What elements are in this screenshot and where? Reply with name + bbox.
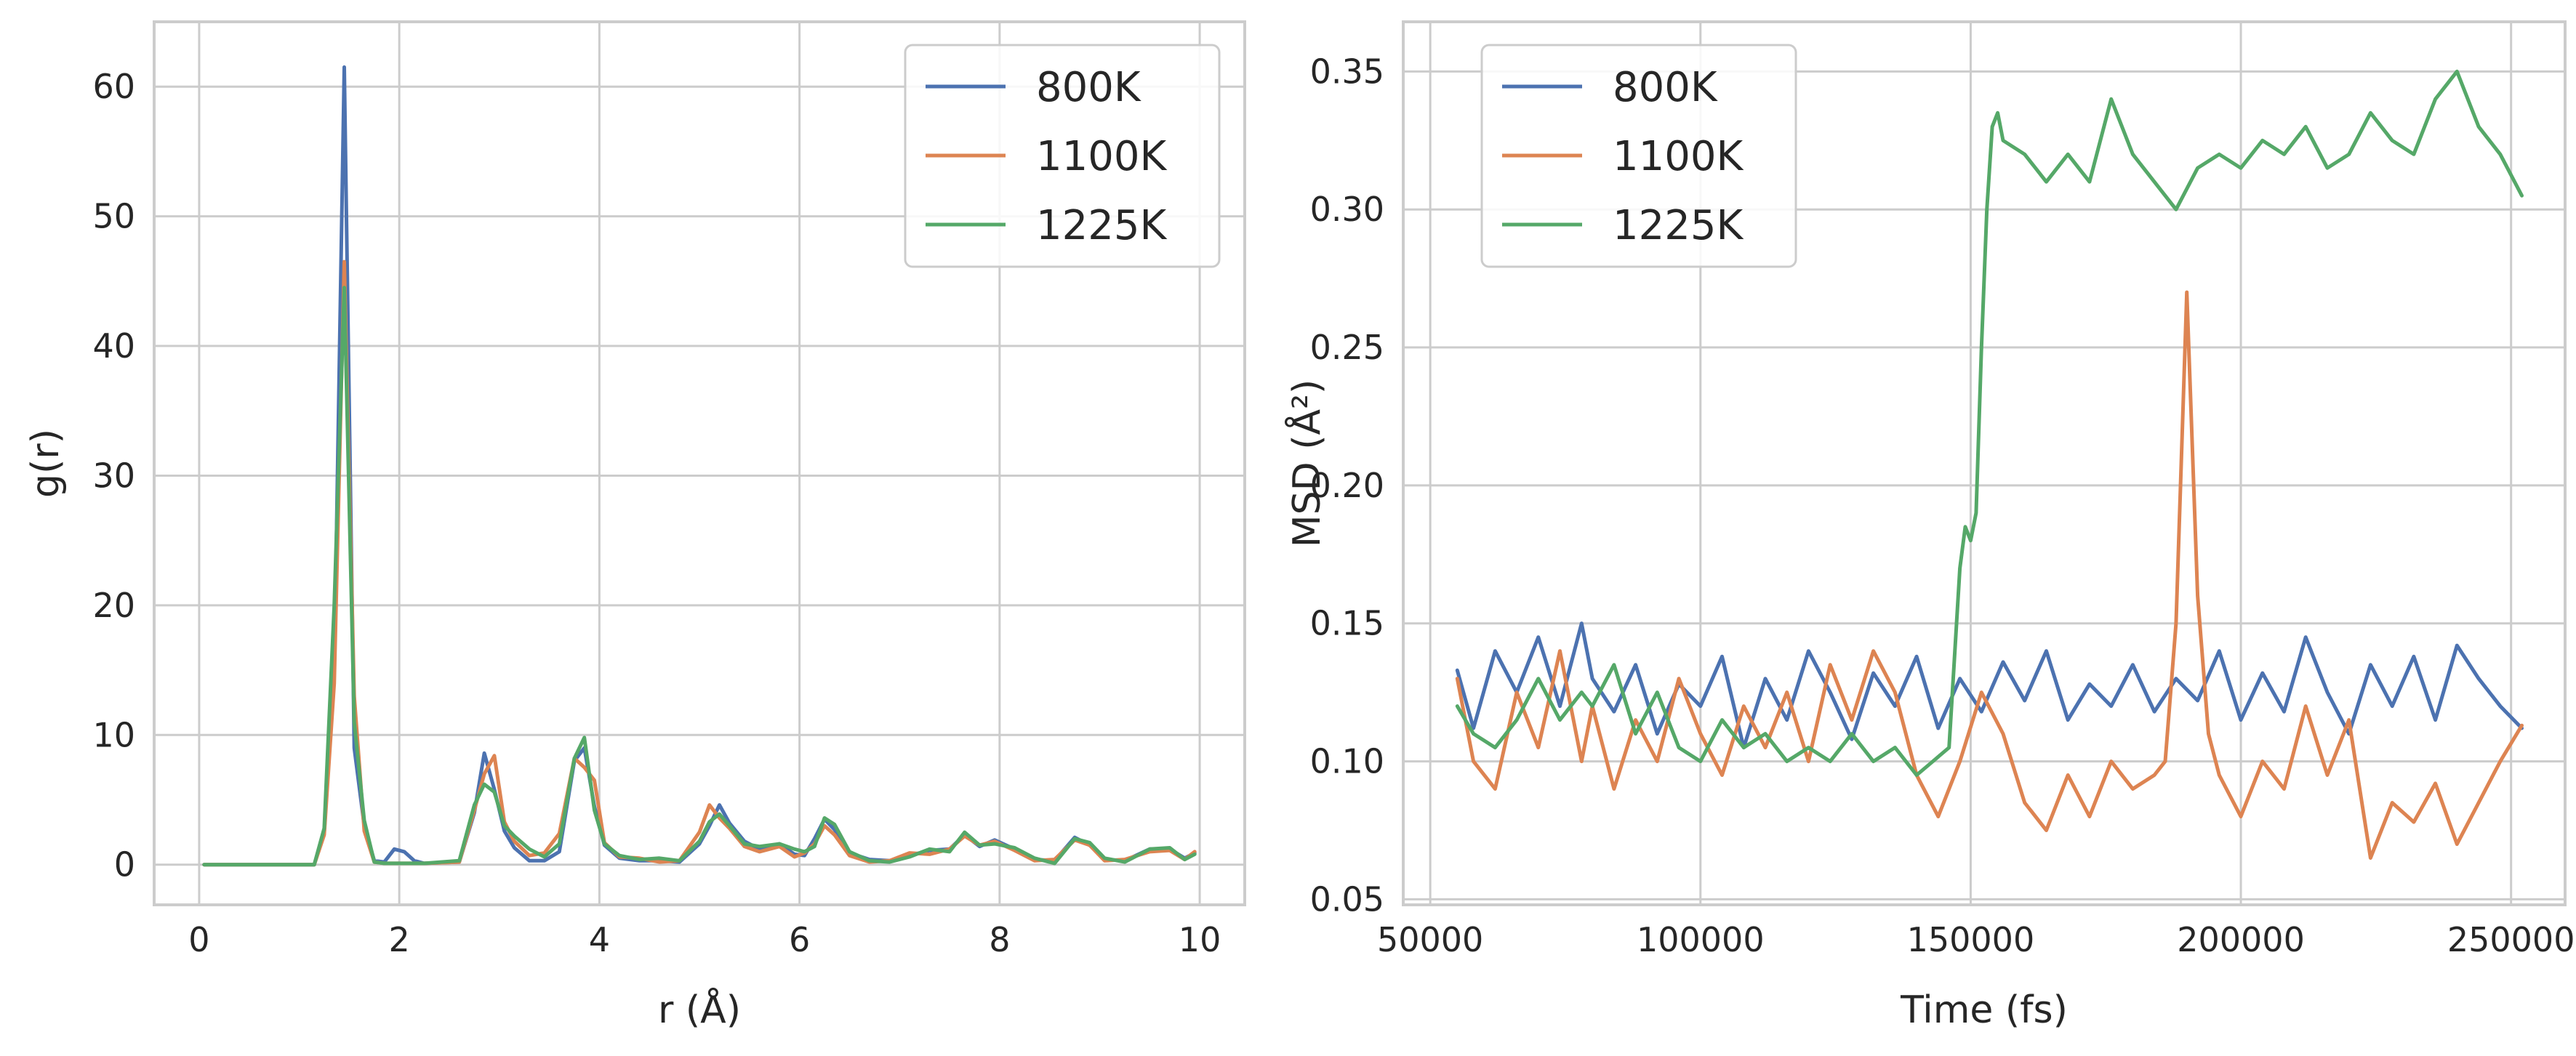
msd-series-1100k [1455, 290, 2524, 860]
rdf-y-tick-label: 60 [92, 67, 135, 106]
msd-y-tick-label: 0.15 [1310, 604, 1384, 643]
rdf-legend: 800K 1100K 1225K [904, 44, 1221, 268]
msd-plot-frame [1402, 20, 2567, 906]
rdf-plot-frame [153, 20, 1246, 906]
msd-legend-label-1100k: 1100K [1613, 133, 1744, 180]
rdf-legend-label-1225k: 1225K [1036, 202, 1168, 249]
msd-y-tick-label: 0.30 [1310, 190, 1384, 229]
msd-x-tick-label: 100000 [1637, 920, 1765, 959]
rdf-x-tick-label: 8 [989, 920, 1010, 959]
rdf-y-tick-label: 0 [114, 845, 135, 884]
rdf-y-axis-label: g(r) [24, 429, 68, 498]
msd-chart: 50000 100000 150000 200000 250000 0.05 0.10 0.1… [1284, 20, 2575, 1032]
msd-x-axis-label: Time (fs) [1900, 988, 2068, 1032]
msd-x-tick-label: 200000 [2177, 920, 2305, 959]
msd-x-tick-label: 150000 [1907, 920, 2035, 959]
rdf-y-tick-label: 30 [92, 456, 135, 495]
msd-legend: 800K 1100K 1225K [1480, 44, 1797, 268]
rdf-y-tick-label: 40 [92, 326, 135, 366]
rdf-series-1225k [202, 286, 1197, 867]
msd-y-tick-label: 0.10 [1310, 742, 1384, 781]
rdf-y-tick-label: 20 [92, 586, 135, 625]
msd-y-tick-label: 0.25 [1310, 328, 1384, 367]
msd-legend-label-800k: 800K [1613, 64, 1718, 111]
rdf-legend-box [904, 44, 1221, 268]
rdf-x-tick-label: 4 [589, 920, 610, 959]
msd-y-tick-label: 0.20 [1310, 466, 1384, 505]
msd-y-tick-label: 0.05 [1310, 879, 1384, 919]
msd-legend-box [1480, 44, 1797, 268]
msd-x-tick-label: 250000 [2447, 920, 2575, 959]
rdf-x-axis-label: r (Å) [658, 987, 741, 1032]
rdf-x-tick-label: 2 [389, 920, 410, 959]
msd-x-tick-label: 50000 [1377, 920, 1483, 959]
rdf-chart: 0 2 4 6 8 10 0 10 20 30 40 50 60 r (Å) g(r) 800K 1100K 12… [24, 20, 1246, 1032]
rdf-x-tick-label: 6 [789, 920, 810, 959]
rdf-legend-label-1100k: 1100K [1036, 133, 1168, 180]
rdf-y-tick-label: 50 [92, 197, 135, 236]
msd-series-1225k [1455, 69, 2524, 777]
rdf-x-tick-label: 0 [188, 920, 209, 959]
msd-y-tick-label: 0.35 [1310, 52, 1384, 91]
rdf-y-tick-label: 10 [92, 715, 135, 754]
msd-legend-label-1225k: 1225K [1613, 202, 1744, 249]
msd-series-800k [1455, 621, 2524, 750]
rdf-x-tick-label: 10 [1179, 920, 1221, 959]
rdf-legend-label-800k: 800K [1036, 64, 1141, 111]
msd-y-axis-label: MSD (Å²) [1284, 379, 1329, 547]
